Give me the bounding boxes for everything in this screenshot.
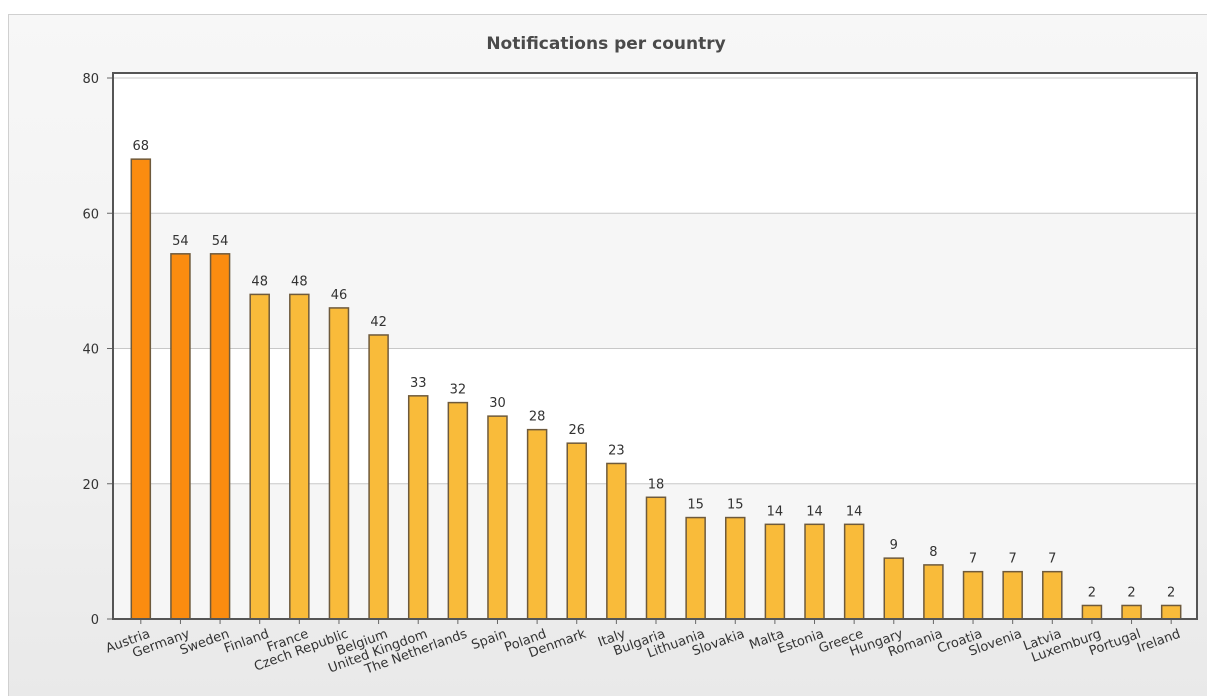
- bar-greece: [843, 523, 865, 620]
- bar-chart: Notifications per country 0 20 40 60 80 68 54…: [82, 34, 1198, 678]
- value-label: 48: [251, 274, 268, 289]
- bar-italy: [606, 462, 627, 620]
- value-label: 15: [687, 498, 704, 513]
- category-label: Finland: [222, 627, 271, 657]
- bar-sweden: [209, 253, 231, 620]
- plot-border: [112, 72, 1198, 620]
- value-label: 23: [608, 443, 625, 458]
- bar-the-netherlands: [447, 401, 469, 620]
- bar-ireland: [1160, 604, 1182, 620]
- value-label: 2: [1167, 585, 1175, 600]
- value-label: 30: [489, 396, 506, 411]
- value-label: 32: [450, 383, 467, 398]
- plot-band: [113, 348, 1197, 484]
- bar-bulgaria: [645, 496, 667, 620]
- bar-estonia: [804, 523, 825, 620]
- chart-title: Notifications per country: [486, 34, 725, 54]
- value-label: 14: [846, 504, 863, 519]
- bar-slovenia: [1002, 570, 1023, 620]
- value-label: 48: [291, 274, 308, 289]
- value-label: 26: [568, 423, 585, 438]
- category-label: Spain: [470, 627, 509, 654]
- chart-panel: Notifications per country 0 20 40 60 80 68 54…: [8, 14, 1207, 696]
- value-label: 14: [806, 504, 823, 519]
- bar-hungary: [883, 557, 905, 620]
- y-tick-label: 20: [82, 478, 99, 493]
- category-label: Ireland: [1135, 627, 1182, 656]
- bar-france: [289, 293, 310, 620]
- bar-romania: [923, 564, 944, 620]
- bar-czech-republic: [328, 307, 350, 620]
- value-label: 18: [648, 477, 665, 492]
- value-label: 68: [133, 139, 150, 154]
- value-label: 2: [1088, 585, 1096, 600]
- bar-finland: [249, 293, 270, 620]
- bar-latvia: [1042, 570, 1063, 620]
- y-tick-label: 80: [82, 72, 99, 87]
- bar-lithuania: [685, 516, 706, 620]
- value-label: 14: [767, 504, 784, 519]
- bars: [130, 158, 1182, 620]
- y-tick-label: 40: [82, 343, 99, 358]
- bar-germany: [170, 253, 191, 620]
- y-axis-ticks: 0 20 40 60 80: [82, 72, 113, 628]
- value-label: 15: [727, 498, 744, 513]
- bar-denmark: [566, 442, 588, 620]
- y-tick-label: 0: [91, 613, 99, 628]
- value-label: 7: [969, 552, 977, 567]
- bar-poland: [526, 428, 548, 620]
- bar-slovakia: [724, 516, 746, 620]
- plot-band: [113, 73, 1197, 78]
- value-label: 46: [331, 288, 348, 303]
- bar-belgium: [368, 334, 389, 620]
- bar-austria: [130, 158, 152, 620]
- bar-portugal: [1121, 604, 1142, 620]
- bar-spain: [487, 415, 508, 620]
- bar-croatia: [962, 570, 984, 620]
- value-label: 2: [1127, 585, 1135, 600]
- plot-band: [113, 78, 1197, 214]
- value-label: 9: [890, 538, 898, 553]
- value-label: 28: [529, 410, 546, 425]
- value-labels: 68 54 54 48 48 46 42 33 32 30 28 26 23 18 15 15 14 14 14 9 8…: [133, 139, 1176, 600]
- bar-united-kingdom: [407, 395, 429, 620]
- value-label: 54: [172, 234, 189, 249]
- value-label: 42: [370, 315, 387, 330]
- plot-band: [113, 213, 1197, 349]
- plot-frame: [112, 72, 1198, 620]
- value-label: 54: [212, 234, 229, 249]
- bar-malta: [764, 523, 786, 620]
- bar-luxemburg: [1081, 604, 1103, 620]
- value-label: 33: [410, 376, 427, 391]
- y-tick-label: 60: [82, 207, 99, 222]
- value-label: 7: [1048, 552, 1056, 567]
- value-label: 8: [929, 545, 937, 560]
- value-label: 7: [1009, 552, 1017, 567]
